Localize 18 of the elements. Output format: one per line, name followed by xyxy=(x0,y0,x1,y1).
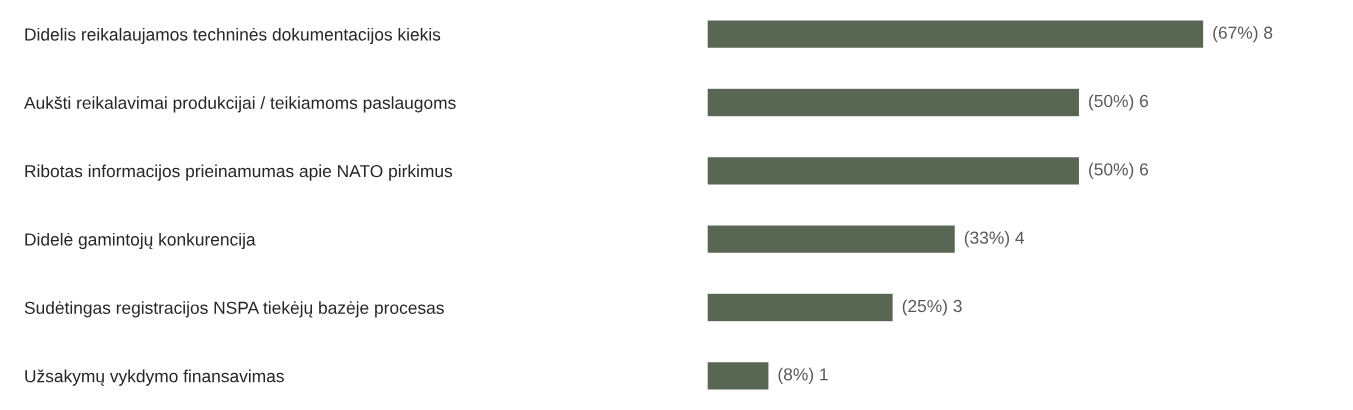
y-tick-label: Didelis reikalaujamos techninės dokumentacijos kiekis xyxy=(25,27,441,45)
data-label: (67%) 8 xyxy=(1213,26,1273,43)
data-label: (50%) 6 xyxy=(1089,162,1149,179)
data-label: (8%) 1 xyxy=(778,367,828,384)
bar xyxy=(707,292,895,323)
bar xyxy=(707,155,1081,186)
bar xyxy=(707,224,957,255)
bar xyxy=(707,19,1205,50)
y-tick-label: Didelė gamintojų konkurencija xyxy=(25,232,256,250)
bar xyxy=(707,360,770,391)
data-label: (33%) 4 xyxy=(964,231,1025,248)
y-tick-label: Aukšti reikalavimai produkcijai / teikiamoms paslaugoms xyxy=(24,96,456,113)
y-tick-label: Sudėtingas registracijos NSPA tiekėjų bazėje procesas xyxy=(24,301,444,318)
y-tick-label: Užsakymų vykdymo finansavimas xyxy=(25,369,284,386)
bar xyxy=(707,87,1081,118)
data-label: (50%) 6 xyxy=(1089,94,1149,111)
data-label: (25%) 3 xyxy=(902,299,962,316)
y-tick-label: Ribotas informacijos prieinamumas apie NATO pirkimus xyxy=(25,164,453,181)
